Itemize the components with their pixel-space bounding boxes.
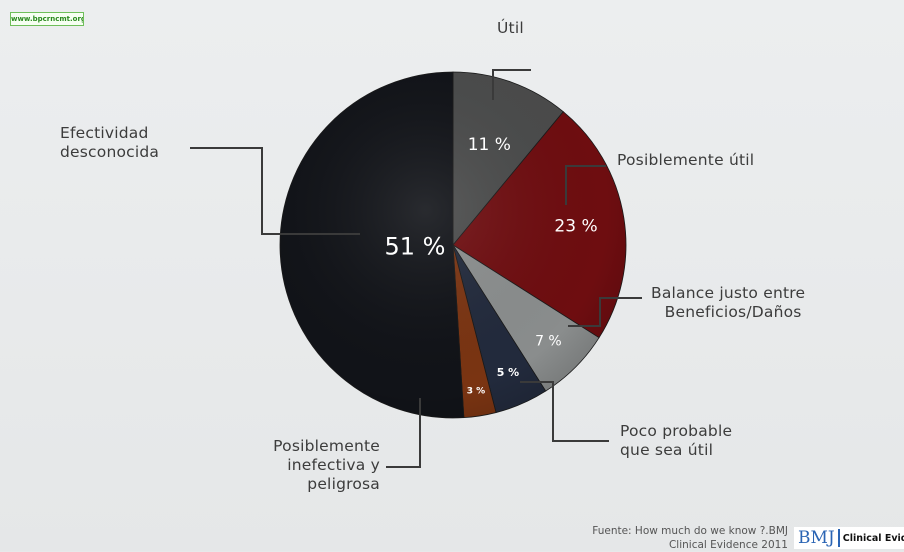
- label-posiblemente-util: Posiblemente útil: [617, 151, 755, 169]
- label-desconocida-line2: desconocida: [60, 143, 160, 161]
- label-balance-line1: Balance justo entre: [651, 284, 806, 302]
- bmj-mark: BMJ: [794, 529, 840, 547]
- bmj-logo-text: Clinical Evidence: [842, 532, 904, 544]
- slice-value-label-0: 11 %: [468, 135, 511, 155]
- pie-shading: [280, 72, 626, 418]
- source-line1: Fuente: How much do we know ?.BMJ: [592, 525, 788, 537]
- slice-value-label-3: 5 %: [497, 366, 520, 379]
- bmj-logo: BMJ Clinical Evidence: [794, 527, 904, 549]
- label-inefectiva-line3: peligrosa: [307, 475, 380, 493]
- source-line2: Clinical Evidence 2011: [668, 539, 788, 551]
- label-desconocida-line1: Efectividad: [60, 124, 149, 142]
- slice-value-label-5: 51 %: [384, 233, 445, 261]
- watermark-logo: www.bpcrncmt.org: [10, 12, 84, 26]
- leader-line-desconocida: [190, 147, 360, 235]
- leader-line-poco: [520, 381, 609, 442]
- leader-line-balance: [568, 297, 642, 327]
- label-balance-line2: Beneficios/Daños: [664, 303, 802, 321]
- label-inefectiva-line1: Posiblemente: [273, 437, 380, 455]
- leader-line-util: [492, 69, 531, 100]
- label-poco-line2: que sea útil: [620, 441, 714, 459]
- slice-value-label-1: 23 %: [554, 216, 597, 236]
- slice-value-label-2: 7 %: [535, 333, 562, 349]
- label-inefectiva: Posiblemente inefectiva y peligrosa: [250, 437, 380, 494]
- label-balance: Balance justo entre Beneficios/Daños: [651, 284, 805, 322]
- leader-line-posiblemente-util: [565, 165, 606, 205]
- leader-line-inefectiva: [386, 398, 421, 468]
- label-inefectiva-line2: inefectiva y: [287, 456, 380, 474]
- source-citation: Fuente: How much do we know ?.BMJ Clinic…: [552, 524, 788, 552]
- label-desconocida: Efectividad desconocida: [60, 124, 159, 162]
- slice-value-label-4: 3 %: [467, 386, 485, 396]
- label-poco-probable: Poco probable que sea útil: [620, 422, 732, 460]
- label-poco-line1: Poco probable: [620, 422, 733, 440]
- label-util: Útil: [497, 19, 524, 37]
